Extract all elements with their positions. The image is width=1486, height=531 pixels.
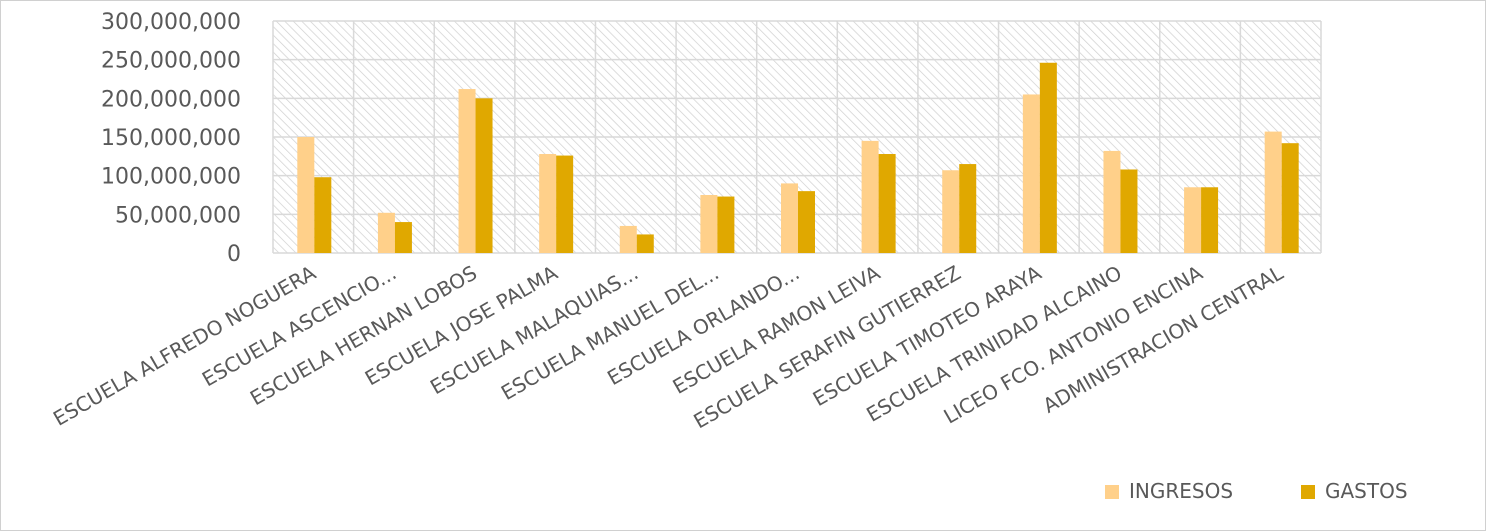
y-tick-label: 150,000,000 (101, 126, 241, 151)
bar-gastos (798, 191, 815, 253)
bar-ingresos (539, 154, 557, 253)
bar-gastos (394, 222, 412, 253)
bar-ingresos (1264, 131, 1282, 253)
bar-ingresos (297, 137, 315, 253)
bar-ingresos (377, 212, 395, 253)
y-tick-label: 0 (227, 242, 241, 267)
bar-ingresos (700, 195, 718, 253)
bar-gastos (1120, 169, 1138, 253)
y-tick-label: 300,000,000 (101, 10, 241, 35)
bar-ingresos (781, 183, 798, 253)
y-tick-label: 200,000,000 (101, 87, 241, 112)
y-tick-label: 50,000,000 (115, 203, 241, 228)
bar-gastos (717, 196, 735, 253)
legend-swatch-ingresos (1105, 485, 1119, 499)
bar-ingresos (942, 170, 960, 253)
legend-swatch-gastos (1301, 485, 1315, 499)
bar-ingresos (619, 225, 637, 253)
bar-gastos (1281, 143, 1299, 253)
bar-gastos (1039, 62, 1057, 254)
bar-gastos (475, 98, 493, 253)
bar-gastos (1201, 187, 1219, 253)
bar-ingresos (1103, 150, 1121, 253)
bar-gastos (556, 155, 574, 253)
bar-ingresos (1184, 187, 1202, 253)
bar-ingresos (1022, 94, 1040, 253)
legend-label-gastos: GASTOS (1325, 479, 1408, 503)
bar-gastos (636, 234, 654, 253)
bar-gastos (959, 164, 977, 253)
y-tick-label: 250,000,000 (101, 49, 241, 74)
bar-ingresos (458, 89, 476, 253)
bar-gastos (314, 177, 332, 253)
bar-gastos (878, 154, 896, 253)
bar-ingresos (861, 140, 879, 253)
legend-label-ingresos: INGRESOS (1129, 479, 1233, 503)
y-tick-label: 100,000,000 (101, 165, 241, 190)
